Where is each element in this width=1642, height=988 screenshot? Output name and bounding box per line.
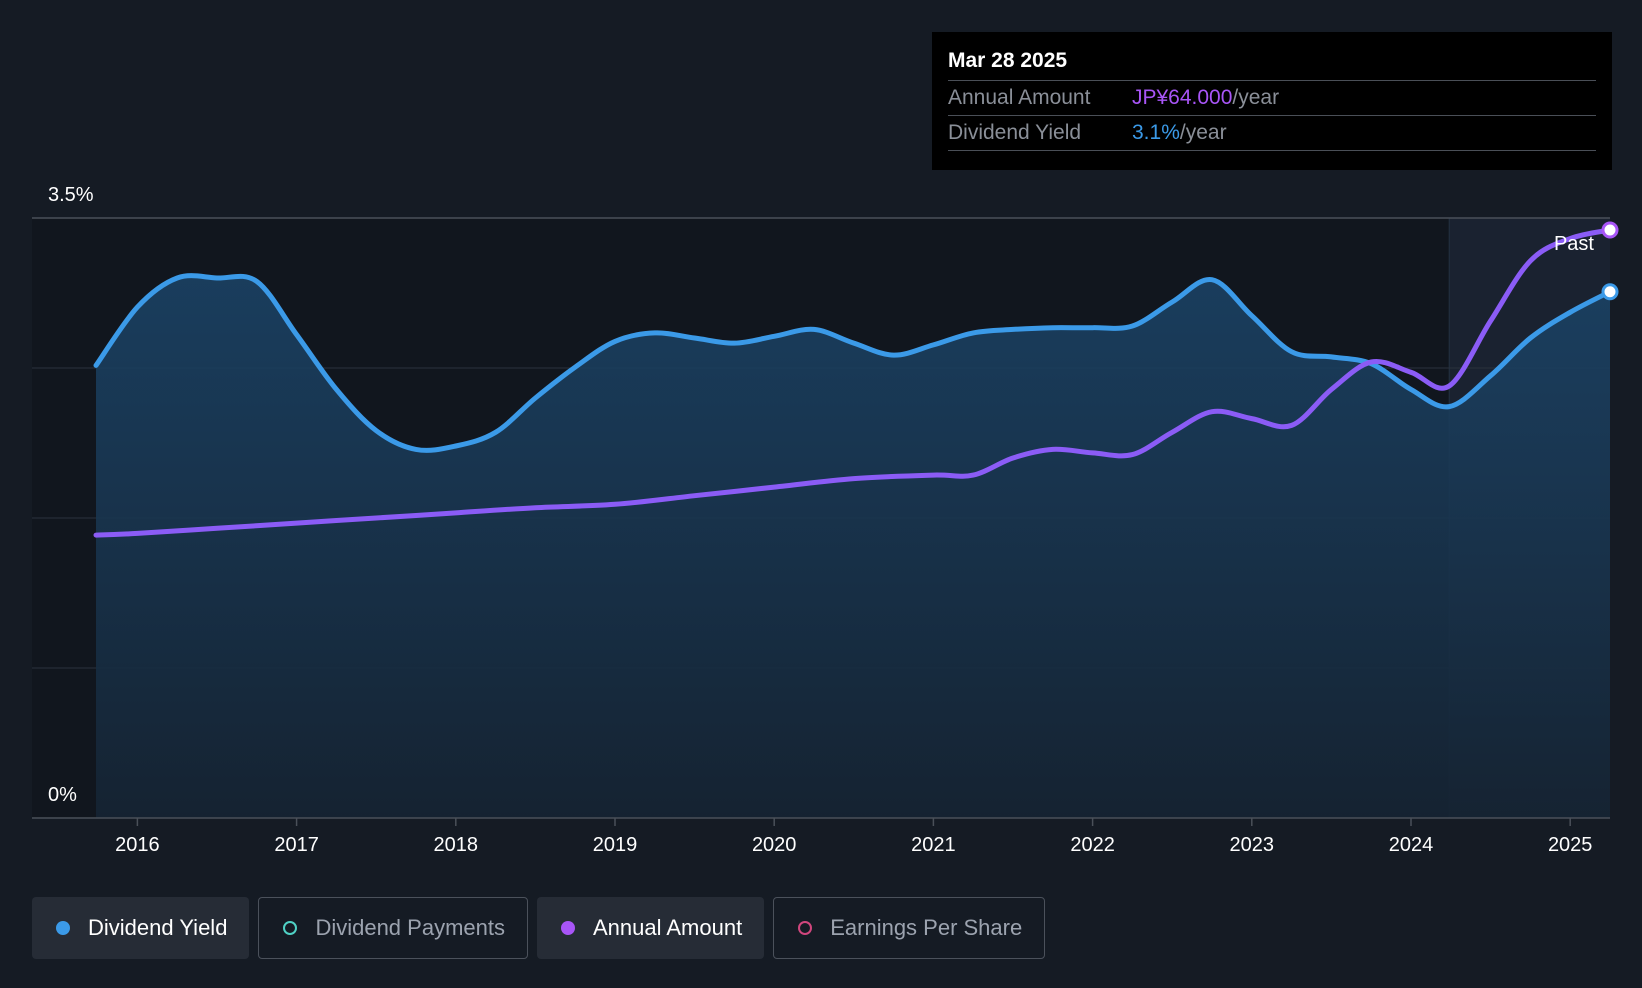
x-tick-label: 2023	[1230, 834, 1275, 856]
x-tick-label: 2020	[752, 834, 797, 856]
tooltip: Mar 28 2025 Annual Amount JP¥64.000 /yea…	[932, 32, 1612, 170]
tooltip-date: Mar 28 2025	[948, 49, 1068, 72]
legend-dividend-yield[interactable]: Dividend Yield	[32, 897, 250, 959]
annual-amount-end-marker	[1601, 221, 1619, 239]
legend-earnings-per-share[interactable]: Earnings Per Share	[773, 897, 1046, 959]
dividend-yield-line	[93, 273, 1613, 453]
past-label: Past	[1554, 233, 1594, 255]
legend-annual-amount[interactable]: Annual Amount	[536, 897, 765, 959]
earnings-per-share-ring-icon	[798, 921, 813, 935]
y-axis-bottom-label: 0%	[48, 784, 77, 806]
legend: Dividend Yield Dividend Payments Annual …	[32, 897, 1046, 959]
x-tick-label: 2022	[1070, 834, 1115, 856]
annual-amount-dot-icon	[560, 921, 575, 935]
legend-dividend-payments[interactable]: Dividend Payments	[258, 897, 528, 959]
legend-label: Dividend Payments	[315, 915, 505, 940]
dividend-yield-end-marker	[1601, 283, 1619, 301]
legend-label: Earnings Per Share	[830, 915, 1023, 940]
x-tick-label: 2017	[274, 834, 319, 856]
x-tick-label: 2021	[911, 834, 956, 856]
x-tick-label: 2016	[115, 834, 160, 856]
x-tick-label: 2025	[1548, 834, 1593, 856]
legend-label: Dividend Yield	[88, 915, 228, 940]
dividend-payments-ring-icon	[283, 921, 298, 935]
tooltip-row-annual-amount: Annual Amount JP¥64.000 /year	[948, 80, 1596, 115]
annual-amount-line	[93, 227, 1613, 538]
tooltip-value: JP¥64.000	[1132, 86, 1233, 109]
tooltip-value: 3.1%	[1132, 121, 1180, 144]
tooltip-unit: /year	[1179, 121, 1227, 144]
y-axis-top-label: 3.5%	[48, 184, 94, 206]
tooltip-label: Annual Amount	[948, 86, 1091, 109]
tooltip-unit: /year	[1232, 86, 1280, 109]
tooltip-label: Dividend Yield	[948, 121, 1082, 144]
dividend-yield-dot-icon	[56, 921, 70, 935]
x-tick-label: 2018	[434, 834, 479, 856]
x-tick-label: 2019	[593, 834, 638, 856]
x-tick-label: 2024	[1389, 834, 1434, 856]
tooltip-row-dividend-yield: Dividend Yield 3.1% /year	[948, 115, 1596, 151]
legend-label: Annual Amount	[592, 915, 743, 940]
